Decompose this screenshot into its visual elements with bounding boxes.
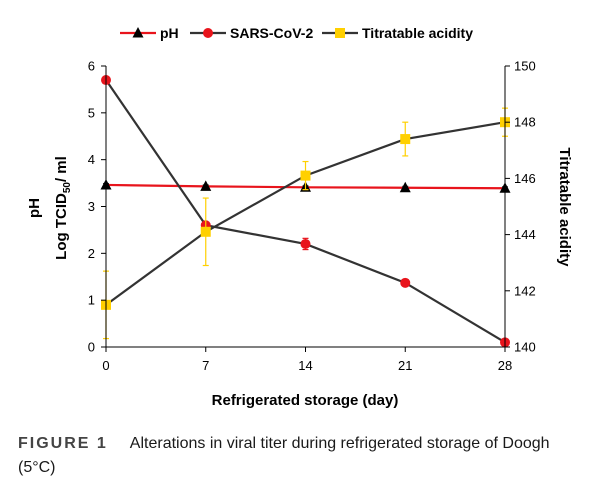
left-tick-label: 1 bbox=[88, 293, 95, 308]
ph-point bbox=[399, 181, 411, 193]
sars-cov-2-point bbox=[400, 277, 411, 288]
legend-swatch-marker bbox=[203, 28, 213, 38]
left-inner-axis-title-tail: / ml bbox=[53, 156, 70, 182]
right-tick-label: 146 bbox=[514, 171, 536, 186]
x-axis-title: Refrigerated storage (day) bbox=[212, 392, 399, 409]
legend-label: SARS-CoV-2 bbox=[230, 25, 313, 41]
ph-point bbox=[200, 180, 212, 191]
legend-label: Titratable acidity bbox=[362, 25, 473, 41]
left-outer-axis-title: pH bbox=[26, 198, 43, 218]
right-tick-label: 148 bbox=[514, 115, 536, 130]
sars-cov-2-point bbox=[300, 238, 311, 249]
left-inner-axis-title-main: Log TCID bbox=[53, 193, 70, 260]
titratable-acidity-point bbox=[400, 134, 411, 145]
right-tick-label: 144 bbox=[514, 227, 536, 242]
legend-label: pH bbox=[160, 25, 179, 41]
axis-titles: Refrigerated storage (day) pH Log TCID50… bbox=[26, 148, 573, 409]
x-tick-label: 28 bbox=[498, 358, 512, 373]
axes: 0 1 2 3 4 5 6 140 142 144 146 148 150 0 7 14 21 28 bbox=[88, 59, 536, 374]
titratable-acidity-line bbox=[105, 121, 506, 306]
left-tick-label: 6 bbox=[88, 59, 95, 74]
right-axis-title: Titratable acidity bbox=[556, 148, 573, 268]
left-tick-label: 2 bbox=[88, 246, 95, 261]
legend-item-ph: pH bbox=[120, 25, 179, 41]
left-tick-label: 3 bbox=[88, 199, 95, 214]
x-tick-label: 7 bbox=[202, 358, 209, 373]
figure-caption-text: Alterations in viral titer during refrig… bbox=[18, 435, 550, 476]
sars-cov-2-line bbox=[105, 79, 506, 344]
legend-item-sars-cov-2: SARS-CoV-2 bbox=[190, 25, 313, 41]
titratable-acidity-point bbox=[300, 170, 311, 181]
left-inner-axis-title-sub: 50 bbox=[62, 182, 73, 194]
x-tick-label: 21 bbox=[398, 358, 412, 373]
right-tick-label: 140 bbox=[514, 340, 536, 355]
left-tick-label: 4 bbox=[88, 152, 95, 167]
chart: pH SARS-CoV-2 Titratable acidity 0 1 2 3 4 5 6 14… bbox=[26, 25, 573, 409]
right-tick-label: 150 bbox=[514, 59, 536, 74]
left-tick-label: 0 bbox=[88, 340, 95, 355]
right-tick-label: 142 bbox=[514, 283, 536, 298]
legend-item-titratable-acidity: Titratable acidity bbox=[322, 25, 473, 41]
figure-caption: FIGURE 1 Alterations in viral titer durin… bbox=[18, 432, 578, 480]
x-tick-label: 14 bbox=[298, 358, 312, 373]
legend-swatch-marker bbox=[132, 27, 144, 38]
left-inner-axis-title: Log TCID50/ ml bbox=[53, 156, 73, 260]
titratable-acidity-point bbox=[200, 226, 211, 237]
legend: pH SARS-CoV-2 Titratable acidity bbox=[120, 25, 473, 41]
legend-swatch-marker bbox=[335, 28, 345, 38]
left-tick-label: 5 bbox=[88, 105, 95, 120]
series-layer bbox=[100, 75, 511, 348]
x-tick-label: 0 bbox=[102, 358, 109, 373]
figure-label: FIGURE 1 bbox=[18, 435, 108, 452]
